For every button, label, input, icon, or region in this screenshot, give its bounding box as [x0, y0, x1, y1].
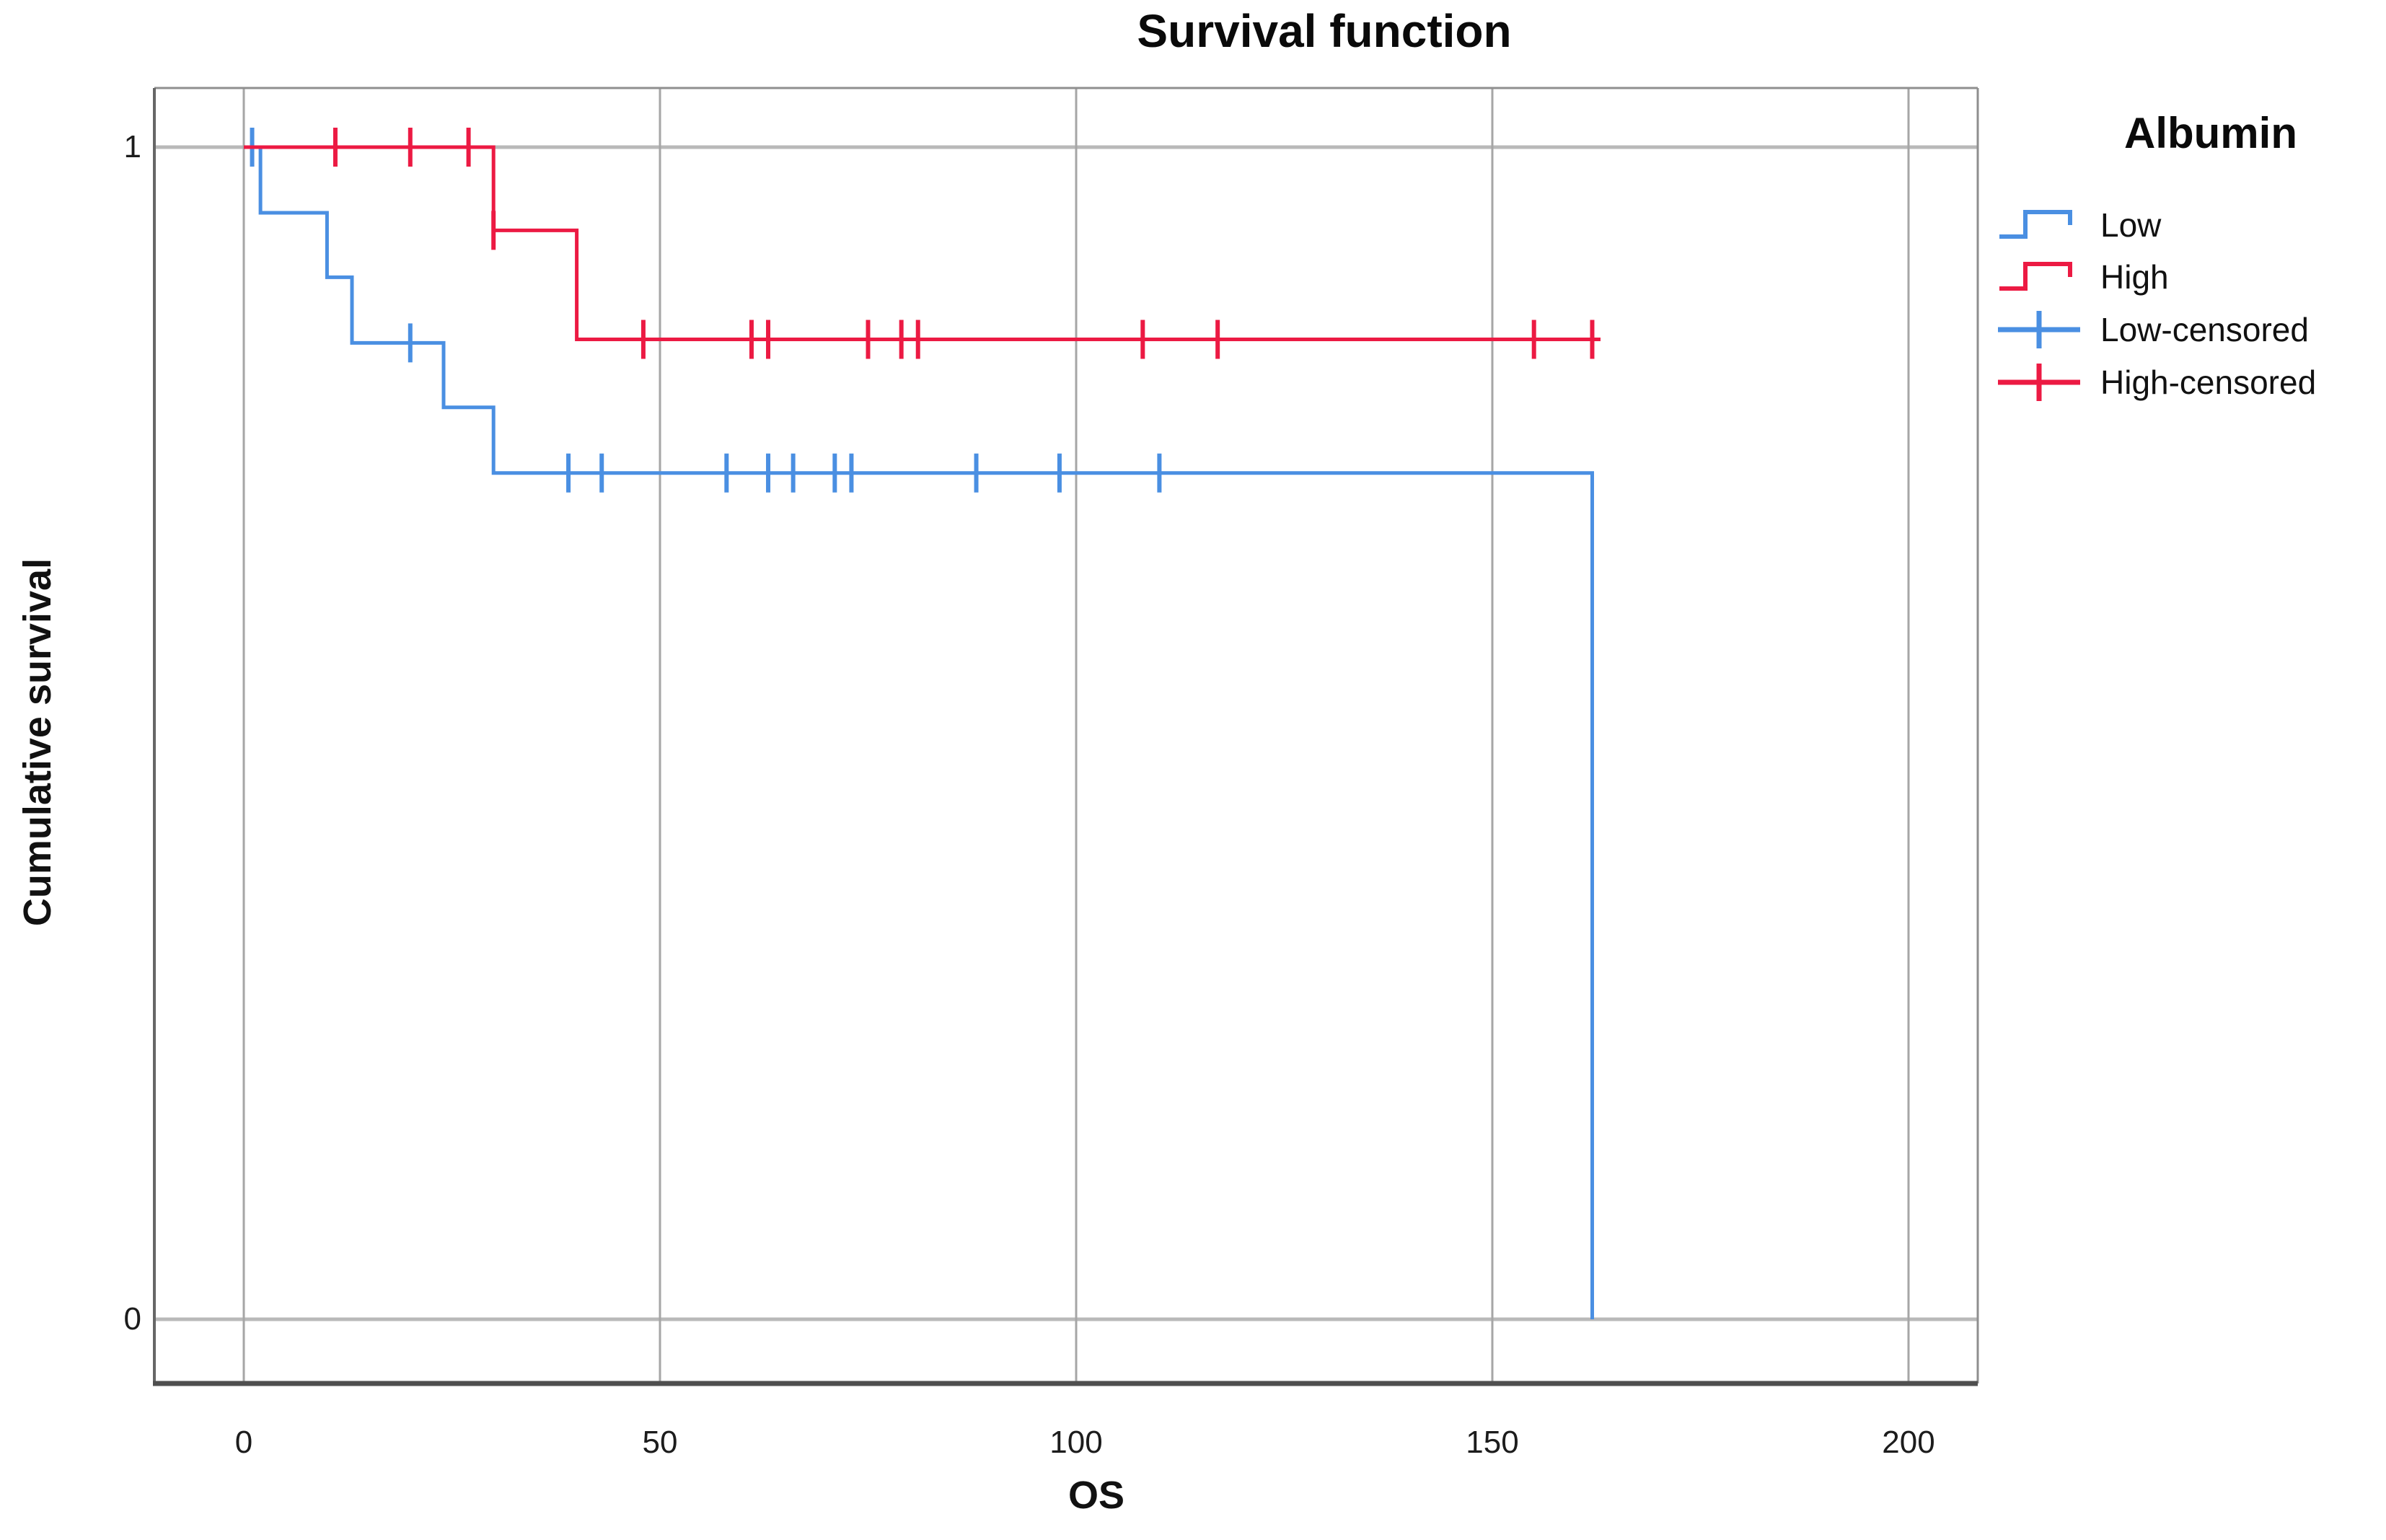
high-censored-mark-icon — [1998, 364, 2080, 401]
legend-entry-label: High-censored — [2100, 364, 2317, 401]
x-tick-label: 100 — [1049, 1425, 1103, 1460]
y-tick-label: 1 — [123, 129, 141, 164]
x-tick-label: 50 — [642, 1425, 678, 1460]
legend-entry-label: Low — [2100, 206, 2162, 244]
legend-entry-label: High — [2100, 258, 2169, 296]
x-tick-label: 150 — [1466, 1425, 1519, 1460]
legend-entry-label: Low-censored — [2100, 311, 2309, 348]
high-survival-curve — [244, 145, 1601, 341]
low-censored-mark-icon — [1998, 311, 2080, 348]
y-axis-title: Cumulative survival — [16, 558, 59, 927]
chart-title: Survival function — [1137, 5, 1512, 57]
x-tick-label: 0 — [234, 1425, 253, 1460]
x-tick-label: 200 — [1882, 1425, 1935, 1460]
low-survival-curve — [244, 145, 1594, 1319]
low-line-icon — [1999, 210, 2072, 239]
legend-title: Albumin — [2124, 109, 2297, 157]
high-line-icon — [1999, 262, 2072, 291]
x-axis-title: OS — [1067, 1474, 1125, 1517]
y-tick-label: 0 — [123, 1301, 141, 1337]
